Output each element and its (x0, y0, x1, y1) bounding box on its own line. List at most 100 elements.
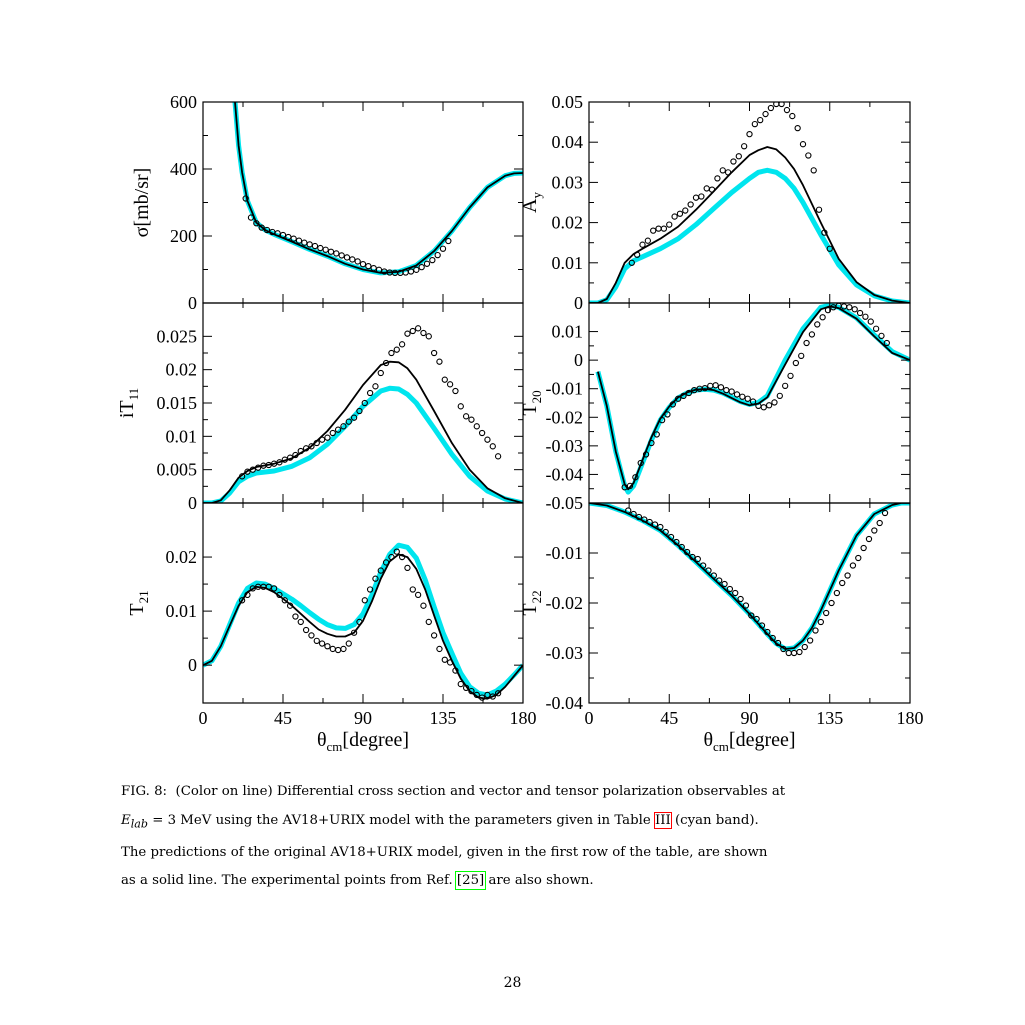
panel-0-data-point (349, 256, 356, 263)
panel-0-data-point (285, 233, 292, 241)
panel-4-data-point (244, 591, 251, 599)
panel-5-data-point (790, 649, 798, 657)
panel-3-data-point (712, 382, 719, 389)
panel-3-data-point (771, 399, 778, 406)
panel-3: -0.05 -0.04 -0.03 -0.02 -0.01 0 0.01 T20 (519, 302, 911, 513)
panel-2-data-point (462, 413, 470, 420)
panel-3-ytick-label: -0.03 (546, 436, 584, 456)
panel-2-data-point (468, 416, 475, 423)
panel-4-xlabel-main: θ (317, 729, 327, 751)
panel-0-ylabel: σ[mb/sr] (131, 168, 153, 238)
panel-4-data-point (372, 575, 379, 582)
panel-5-xlabel-sub: cm (713, 739, 729, 754)
panel-5-data-point (732, 589, 739, 597)
panel-4-data-point (356, 618, 363, 626)
panel-2-ytick-label: 0.01 (166, 426, 198, 446)
panel-1-ylabel-sub: y (529, 192, 544, 199)
panel-5-ylabel: T22 (519, 590, 544, 615)
panel-5-data-point (876, 519, 883, 527)
panel-3-data-point (701, 384, 709, 392)
panel-2-ytick-label: 0.025 (157, 326, 198, 346)
table-ref-link[interactable]: III (653, 811, 672, 829)
panel-4-data-point (462, 684, 470, 692)
panel-2-data-point (340, 423, 347, 430)
panel-5-data-point (806, 637, 814, 644)
panel-4-data-point (308, 632, 315, 639)
panel-2-data-point (244, 468, 251, 475)
panel-1-data-point (703, 185, 710, 192)
panel-5-plot-area (589, 503, 910, 657)
panel-4-data-point (334, 646, 342, 654)
panel-2-data-point (286, 454, 294, 461)
panel-2-data-point (420, 329, 427, 337)
panel-1-data-point (682, 207, 689, 214)
caption-fig-label: FIG. 8: (121, 784, 168, 799)
panel-4-data-point (478, 694, 486, 701)
figure-8-panels: 0200400600σ[mb/sr]00.010.020.030.040.05A… (116, 92, 924, 754)
panel-4-plot-area (203, 542, 523, 701)
panel-0-data-point (370, 265, 377, 272)
panel-4-solid-line (203, 553, 523, 700)
panel-1-ytick-label: 0.02 (552, 213, 584, 233)
panel-5-data-point (689, 553, 696, 561)
panel-2-data-point (494, 453, 502, 460)
panel-0-data-point (274, 230, 281, 237)
panel-2-data-point (489, 443, 496, 450)
panel-0-data-point (279, 231, 287, 239)
panel-5-ytick-label: -0.03 (546, 643, 584, 663)
panel-4-data-point (446, 659, 454, 666)
panel-2-data-point (388, 349, 395, 357)
panel-2-data-point (398, 341, 406, 348)
panel-5-xtick-label: 0 (585, 708, 594, 728)
panel-0-data-point (434, 251, 441, 259)
panel-5-data-point (678, 543, 685, 551)
panel-4-ylabel-main: T (126, 603, 148, 615)
panel-2-data-point (318, 436, 326, 443)
page-number: 28 (503, 975, 522, 991)
panel-0-data-point (429, 256, 436, 264)
panel-5-data-point (833, 589, 841, 597)
panel-3-data-point (808, 331, 816, 338)
panel-4-data-point (238, 597, 246, 604)
panel-3-data-point (664, 411, 671, 418)
panel-4-data-point (270, 585, 278, 592)
panel-4-data-point (302, 626, 310, 634)
panel-5-data-point (737, 595, 744, 603)
panel-2-data-point (254, 464, 262, 471)
panel-2-data-point (350, 414, 358, 421)
panel-3-data-point (658, 416, 666, 424)
panel-1-data-point (644, 237, 651, 244)
caption-line-2b: (cyan band). (670, 812, 759, 828)
panel-0-data-point (333, 250, 340, 257)
panel-1-ytick-label: 0.05 (552, 92, 584, 112)
panel-3-data-point (669, 401, 676, 408)
panel-4-ylabel-sub: 21 (136, 590, 151, 603)
panel-4-data-point (276, 591, 283, 599)
panel-5-ytick-label: -0.01 (546, 543, 584, 563)
citation-ref-link[interactable]: [25] (454, 871, 487, 891)
panel-2-ytick-label: 0.005 (157, 460, 198, 480)
panel-1-data-point (735, 153, 742, 160)
panel-2-data-point (446, 381, 454, 388)
panel-3-ytick-label: 0 (574, 350, 583, 370)
panel-1-ytick-label: 0.01 (552, 253, 584, 273)
panel-1-data-point (762, 110, 769, 118)
panel-1-data-point (660, 225, 668, 232)
panel-4-data-point (425, 618, 432, 626)
panel-1-data-point (714, 175, 721, 182)
panel-4-ytick-label: 0 (188, 655, 197, 675)
panel-4-data-point (468, 687, 475, 695)
panel-1-data-point (794, 124, 801, 132)
panel-1-ytick-label: 0.03 (552, 172, 584, 192)
panel-0-data-point (327, 248, 335, 255)
panel-5-data-point (641, 516, 648, 523)
panel-2-ylabel-sub: 11 (126, 388, 141, 401)
panel-5-data-point (662, 528, 669, 536)
panel-1-data-point (778, 102, 785, 108)
panel-3-data-point (824, 306, 832, 314)
panel-5-data-point (673, 538, 680, 546)
panel-0-data-point (258, 224, 265, 231)
panel-1-data-point (746, 131, 753, 138)
panel-0-data-point (242, 195, 249, 202)
panel-4-xlabel: θcm[degree] (317, 729, 409, 754)
